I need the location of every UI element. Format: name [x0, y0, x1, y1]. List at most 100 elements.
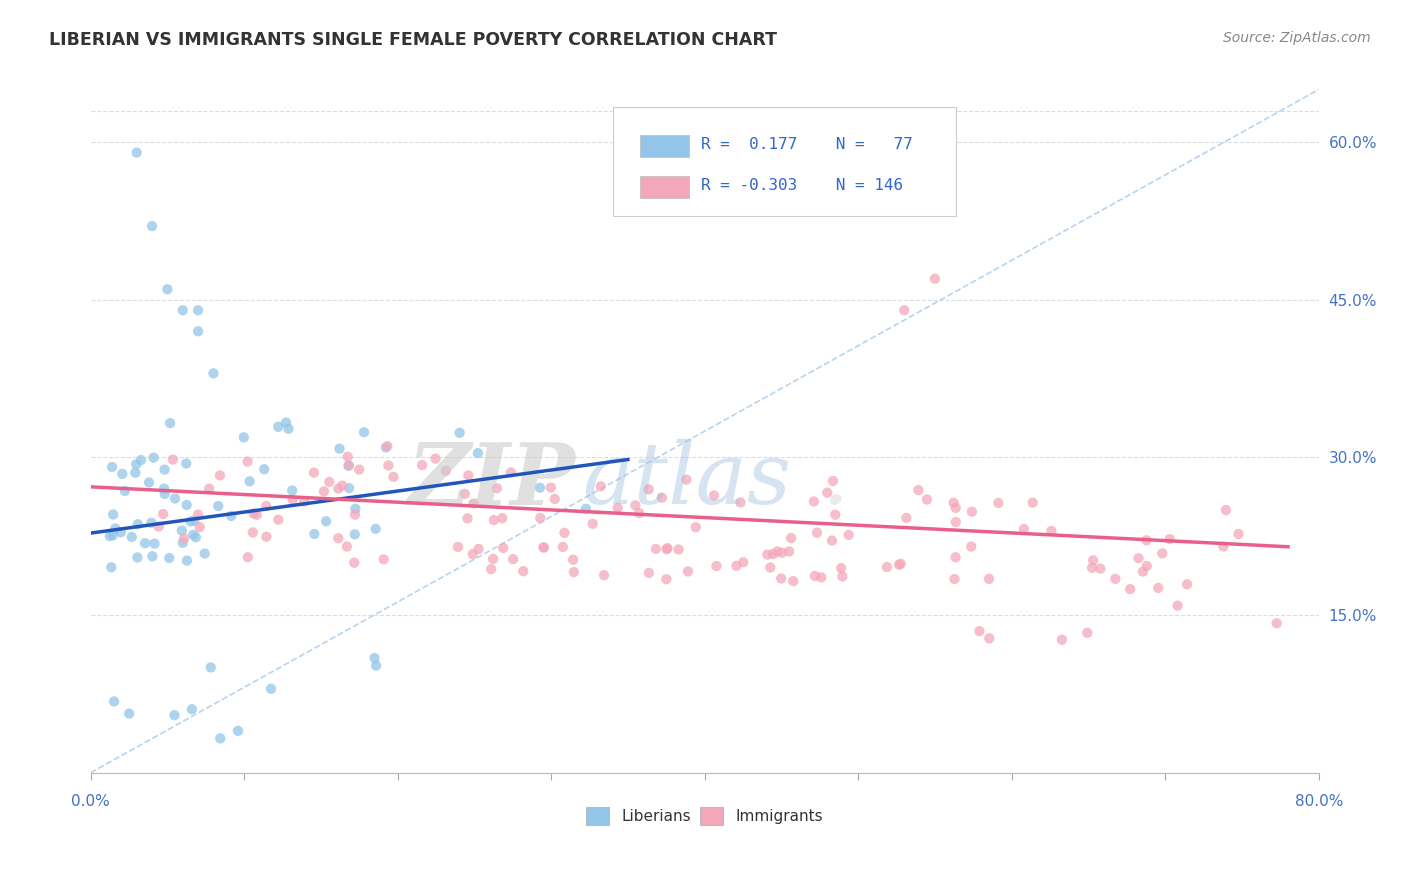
Point — [274, 416, 297, 430]
Point — [118, 706, 141, 721]
Point — [915, 492, 938, 507]
Text: .: . — [821, 439, 849, 522]
Point — [375, 439, 398, 453]
Point — [831, 569, 853, 583]
Point — [318, 475, 340, 489]
Point — [778, 544, 800, 558]
Point — [890, 557, 912, 571]
Point — [502, 552, 524, 566]
Point — [770, 546, 793, 560]
Point — [181, 528, 204, 542]
Text: 80.0%: 80.0% — [1295, 794, 1343, 809]
Point — [187, 303, 209, 318]
Text: R = -0.303    N = 146: R = -0.303 N = 146 — [702, 178, 903, 193]
Point — [733, 555, 755, 569]
Point — [759, 560, 782, 574]
Point — [624, 499, 647, 513]
Point — [943, 572, 966, 586]
Point — [1012, 522, 1035, 536]
Point — [156, 282, 179, 296]
Point — [806, 525, 828, 540]
Point — [246, 508, 269, 522]
Point — [343, 527, 366, 541]
Point — [180, 515, 202, 529]
Point — [876, 560, 898, 574]
Point — [824, 508, 846, 522]
Point — [173, 532, 195, 546]
Point — [373, 552, 395, 566]
Point — [482, 513, 505, 527]
Point — [562, 565, 585, 579]
Point — [200, 660, 222, 674]
Point — [219, 508, 242, 523]
Point — [1167, 599, 1189, 613]
Point — [1147, 581, 1170, 595]
Point — [162, 452, 184, 467]
Point — [1076, 625, 1098, 640]
Point — [141, 219, 163, 234]
Point — [804, 569, 827, 583]
Point — [821, 533, 844, 548]
Point — [103, 694, 125, 708]
Point — [343, 508, 366, 522]
Point — [657, 541, 679, 556]
Point — [821, 474, 844, 488]
Point — [253, 462, 276, 476]
Point — [176, 498, 198, 512]
Point — [1081, 553, 1104, 567]
Point — [782, 574, 804, 588]
Point — [254, 530, 277, 544]
Point — [302, 466, 325, 480]
Point — [267, 419, 290, 434]
Point — [153, 487, 176, 501]
Point — [945, 515, 967, 529]
Point — [1215, 503, 1237, 517]
Point — [134, 536, 156, 550]
Point — [756, 548, 779, 562]
Point — [110, 525, 132, 540]
Point — [467, 541, 489, 556]
Point — [236, 455, 259, 469]
Point — [377, 458, 399, 473]
Point — [129, 453, 152, 467]
Point — [575, 501, 598, 516]
Point — [893, 303, 915, 318]
Point — [337, 458, 360, 473]
Point — [533, 541, 555, 555]
Point — [627, 506, 650, 520]
Point — [887, 558, 910, 572]
Point — [292, 494, 315, 508]
Point — [170, 524, 193, 538]
Point — [353, 425, 375, 439]
Point — [172, 535, 194, 549]
Point — [447, 540, 470, 554]
Point — [208, 468, 231, 483]
Point — [142, 450, 165, 465]
Point — [479, 562, 502, 576]
Point — [157, 551, 180, 566]
Point — [337, 481, 360, 495]
Point — [374, 441, 396, 455]
Point — [143, 536, 166, 550]
Point — [1104, 572, 1126, 586]
Point — [457, 468, 479, 483]
Point — [945, 550, 967, 565]
Text: ZIP: ZIP — [408, 439, 575, 522]
Text: R =  0.177    N =   77: R = 0.177 N = 77 — [702, 137, 912, 153]
Point — [364, 522, 387, 536]
Point — [533, 541, 555, 555]
Point — [181, 702, 204, 716]
Point — [987, 496, 1010, 510]
Point — [138, 475, 160, 490]
Point — [100, 560, 122, 574]
Point — [1128, 551, 1150, 566]
Point — [529, 481, 551, 495]
Point — [582, 516, 605, 531]
Point — [1040, 524, 1063, 538]
Point — [896, 511, 918, 525]
Point — [366, 658, 388, 673]
Text: LIBERIAN VS IMMIGRANTS SINGLE FEMALE POVERTY CORRELATION CHART: LIBERIAN VS IMMIGRANTS SINGLE FEMALE POV… — [49, 31, 778, 49]
Point — [685, 520, 707, 534]
Point — [589, 479, 612, 493]
Point — [328, 482, 350, 496]
